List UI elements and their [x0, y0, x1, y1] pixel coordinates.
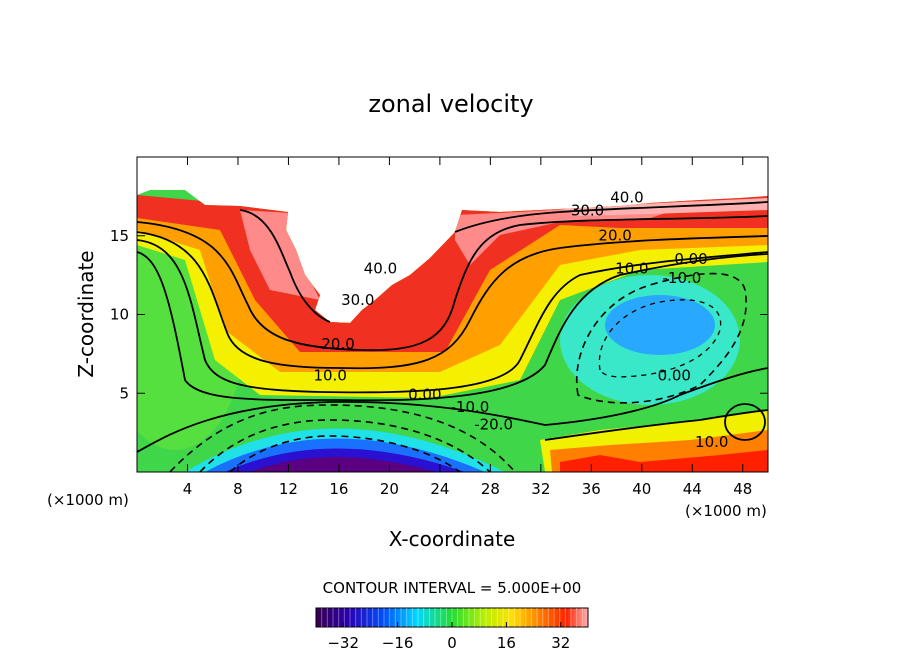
field-region-negative-core-low — [250, 457, 435, 472]
colorbar-tick-label: 16 — [497, 634, 516, 652]
x-tick-label: 40 — [632, 480, 651, 498]
colorbar-tick-label: 0 — [447, 634, 457, 652]
contour-label: 0.00 — [674, 250, 707, 268]
colorbar-tick-label: −16 — [382, 634, 414, 652]
contour-label: -10.0 — [663, 269, 702, 287]
contour-line-neg30-low — [229, 435, 461, 473]
x-tick-label: 12 — [279, 480, 298, 498]
y-axis-ticks: 5 10 15 — [110, 227, 768, 402]
contour-line-0-upper — [136, 251, 769, 402]
contour-label: 30.0 — [341, 291, 374, 309]
contour-label: 0.00 — [658, 367, 691, 385]
x-unit-label-left: (×1000 m) — [47, 491, 129, 509]
contour-line-30 — [136, 215, 769, 352]
contour-line-neg10-low — [169, 404, 516, 473]
contour-label: -10.0 — [451, 398, 490, 416]
colorbar: −32 −16 0 16 32 — [315, 607, 589, 652]
x-axis-title: X-coordinate — [389, 527, 516, 551]
contour-lines — [136, 201, 769, 473]
colorbar-tick-label: −32 — [327, 634, 359, 652]
x-tick-label: 28 — [481, 480, 500, 498]
colorbar-ticks: −32 −16 0 16 32 — [327, 622, 570, 652]
contour-label: 10.0 — [695, 433, 728, 451]
contour-line-20 — [136, 231, 769, 370]
y-tick-label: 15 — [110, 227, 129, 245]
y-tick-label: 10 — [110, 306, 129, 324]
colorbar-stripes — [321, 608, 583, 627]
contour-label: 20.0 — [321, 335, 354, 353]
velocity-field — [137, 190, 768, 472]
contour-line-0-lower — [136, 367, 769, 453]
x-tick-label: 20 — [380, 480, 399, 498]
contour-label: 20.0 — [598, 226, 631, 244]
contour-labels: 40.0 30.0 20.0 10.0 0.00 -10.0 40.0 30.0… — [313, 189, 728, 451]
field-region-upper-jet-core — [240, 210, 320, 300]
contour-label: 0.00 — [408, 386, 441, 404]
contour-line-neg20-low — [199, 419, 491, 473]
contour-line-neg10-east — [576, 272, 747, 404]
contour-label: -20.0 — [474, 415, 513, 433]
x-tick-label: 32 — [531, 480, 550, 498]
x-tick-label: 16 — [329, 480, 348, 498]
contour-line-40 — [239, 201, 769, 323]
x-unit-label-right: (×1000 m) — [685, 502, 767, 520]
x-tick-label: 8 — [233, 480, 243, 498]
contour-label: 30.0 — [571, 201, 604, 219]
contour-line-10-upper — [136, 239, 769, 394]
x-tick-label: 4 — [183, 480, 193, 498]
y-tick-label: 5 — [119, 384, 129, 402]
x-tick-label: 48 — [733, 480, 752, 498]
contour-label: 40.0 — [610, 189, 643, 207]
field-region-negative-blue-east — [605, 295, 715, 355]
contour-line-neg15-east — [598, 299, 722, 378]
contour-label: 40.0 — [364, 260, 397, 278]
x-axis-ticks: 4 8 12 16 20 24 28 32 36 40 44 48 — [183, 157, 752, 498]
contour-interval-text: CONTOUR INTERVAL = 5.000E+00 — [323, 579, 582, 597]
contour-label: 10.0 — [615, 260, 648, 278]
contour-label: 10.0 — [313, 367, 346, 385]
contour-line-10-east-eddy — [724, 403, 766, 441]
x-tick-label: 36 — [582, 480, 601, 498]
colorbar-tick-label: 32 — [551, 634, 570, 652]
field-region-lower-jet-red — [560, 450, 768, 472]
y-axis-title: Z-coordinate — [74, 250, 98, 377]
chart-title: zonal velocity — [368, 90, 533, 118]
x-tick-label: 24 — [430, 480, 449, 498]
field-region-upper-jet-core-right — [455, 202, 700, 265]
contour-line-10-lower — [544, 409, 769, 441]
x-tick-label: 44 — [683, 480, 702, 498]
